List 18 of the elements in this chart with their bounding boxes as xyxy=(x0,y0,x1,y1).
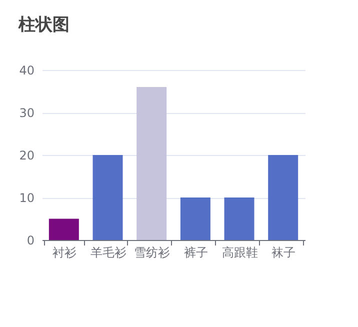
x-tick-label: 袜子 xyxy=(272,246,296,260)
y-tick-label: 0 xyxy=(26,234,34,248)
bar xyxy=(180,198,210,240)
x-tick-label: 雪纺衫 xyxy=(134,246,170,260)
chart-title: 柱状图 xyxy=(18,15,70,35)
x-tick-label: 高跟鞋 xyxy=(222,246,258,260)
x-tick-label: 裤子 xyxy=(184,246,208,260)
bar xyxy=(268,155,298,240)
bar xyxy=(92,155,123,240)
y-tick-label: 40 xyxy=(19,64,34,78)
x-tick-label: 衬衫 xyxy=(52,246,76,260)
y-tick-label: 20 xyxy=(19,148,34,162)
bar xyxy=(136,87,167,240)
y-tick-label: 10 xyxy=(19,191,34,205)
bar xyxy=(224,198,254,240)
bar xyxy=(48,218,79,240)
x-tick-label: 羊毛衫 xyxy=(90,246,126,260)
y-tick-label: 30 xyxy=(19,106,34,120)
